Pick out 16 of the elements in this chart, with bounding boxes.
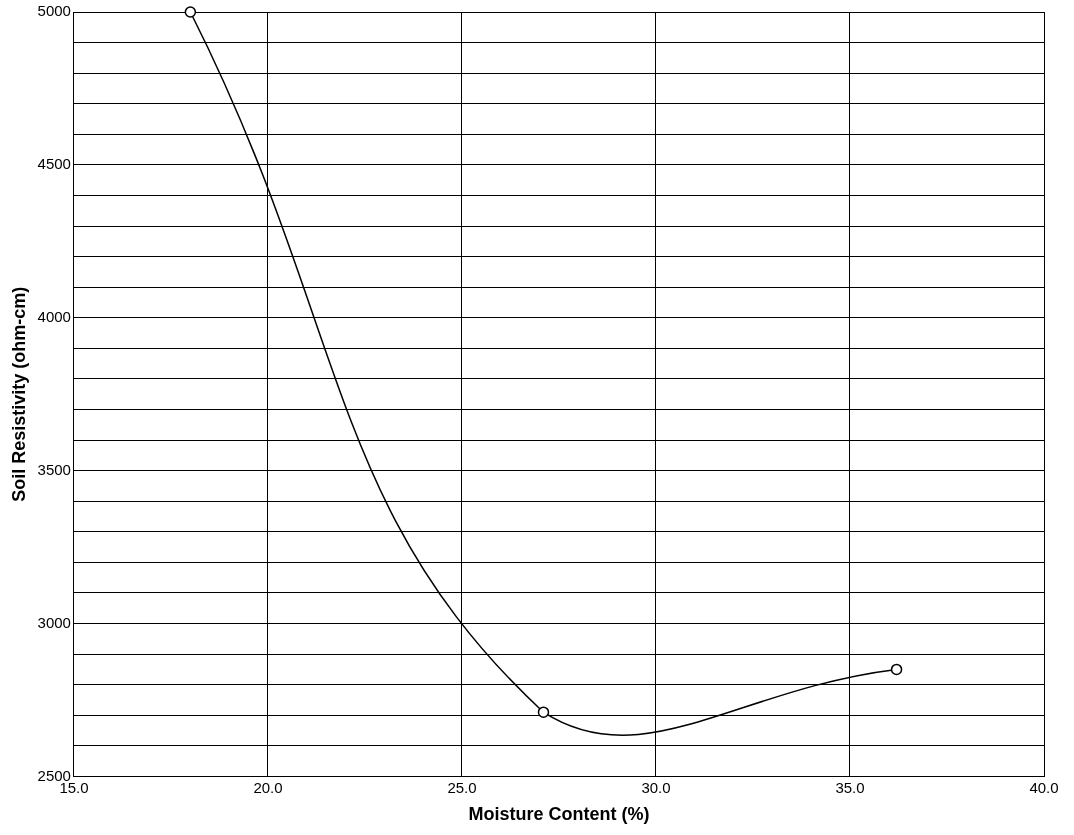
- y-axis-title: Soil Resistivity (ohm-cm): [8, 286, 29, 502]
- y-tick-label: 3500: [37, 460, 71, 478]
- point: [184, 6, 197, 18]
- y-tick-label: 3000: [37, 613, 71, 631]
- x-tick-label: 35.0: [835, 778, 865, 796]
- x-tick-label: 20.0: [253, 778, 283, 796]
- x-axis-title: Moisture Content (%): [468, 804, 650, 825]
- point: [537, 706, 550, 718]
- y-tick-label: 4000: [37, 307, 71, 325]
- x-tick-label: 30.0: [641, 778, 671, 796]
- point: [890, 663, 903, 676]
- x-tick-label: 40.0: [1029, 778, 1059, 796]
- x-tick-label: 25.0: [447, 778, 477, 796]
- y-tick-label: 5000: [37, 2, 71, 20]
- y-tick-label: 2500: [37, 766, 71, 784]
- y-tick-label: 4500: [37, 155, 71, 173]
